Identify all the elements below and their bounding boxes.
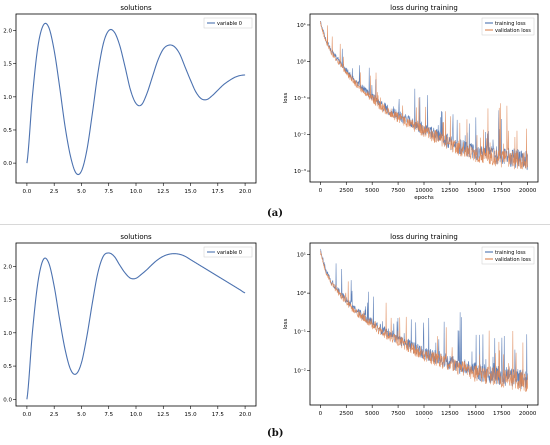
x-tick-label: 7.5 [104, 189, 113, 195]
series-line-validation-loss [320, 21, 528, 170]
y-tick-label: 1.0 [3, 95, 12, 101]
x-tick-label: 10.0 [130, 412, 143, 418]
y-tick-label: 0.0 [3, 161, 12, 167]
x-tick-label: 5.0 [77, 189, 86, 195]
x-tick-label: 12500 [441, 188, 459, 194]
y-axis-label: loss [283, 319, 289, 330]
legend-label-training-loss: training loss [495, 250, 526, 256]
plot-frame [15, 242, 257, 407]
y-tick-label: 10⁻³ [294, 168, 306, 175]
x-tick-label: 7500 [391, 188, 405, 194]
x-tick-label: 17500 [493, 188, 511, 194]
y-tick-label: 1.5 [3, 298, 12, 304]
y-tick-label: 10⁻² [294, 367, 306, 374]
x-tick-label: 20.0 [239, 412, 252, 418]
chart-title: solutions [120, 4, 152, 12]
y-tick-label: 10⁰ [297, 58, 307, 65]
plot-series-group [320, 248, 528, 392]
chart-b-solutions: solutions 0.0 2.5 5.0 7.5 10.0 12.5 15.0 17.5 20.… [0, 229, 262, 419]
chart-b-solutions-svg: solutions 0.0 2.5 5.0 7.5 10.0 12.5 15.0 17.5 20.… [3, 233, 257, 418]
x-tick-label: 0 [319, 411, 323, 417]
series-line-training-loss [320, 20, 528, 171]
legend-box [481, 246, 535, 265]
y-tick-label: 0.0 [3, 397, 12, 403]
series-line-variable-0 [26, 22, 246, 176]
x-tick-label: 2500 [339, 188, 353, 194]
chart-b-loss: loss during training 0 2500 5000 7500 10000 12… [276, 229, 546, 419]
x-tick-label: 17500 [493, 411, 511, 417]
x-tick-label: 7.5 [104, 412, 113, 418]
x-tick-label: 10.0 [130, 189, 143, 195]
legend-label-variable-0: variable 0 [217, 21, 242, 27]
x-tick-label: 5.0 [77, 412, 86, 418]
series-line-training-loss [320, 248, 528, 390]
y-tick-label: 0.5 [3, 128, 12, 134]
y-tick-label: 2.0 [3, 29, 12, 35]
y-tick-label: 2.0 [3, 264, 12, 270]
chart-a-loss-svg: loss during training 0 2500 5000 7500 10000 12… [283, 4, 539, 200]
chart-title: loss during training [390, 4, 458, 12]
y-tick-label: 10¹ [297, 22, 306, 29]
x-tick-label: 12.5 [157, 189, 170, 195]
plot-series-group [26, 22, 246, 176]
chart-b-loss-svg: loss during training 0 2500 5000 7500 10000 12… [283, 233, 539, 419]
x-tick-label: 5000 [365, 411, 379, 417]
x-tick-label: 0.0 [23, 189, 32, 195]
x-tick-label: 20000 [519, 188, 537, 194]
chart-title: loss during training [390, 233, 458, 241]
x-tick-label: 2.5 [50, 412, 59, 418]
legend-box [203, 246, 253, 258]
y-tick-label: 10⁻² [294, 132, 306, 139]
y-tick-label: 1.0 [3, 331, 12, 337]
chart-a-loss: loss during training 0 2500 5000 7500 10000 12… [276, 0, 546, 200]
legend-box [481, 17, 535, 36]
x-tick-label: 0 [319, 188, 323, 194]
subfigure-label-a: (a) [267, 208, 283, 219]
x-tick-label: 12500 [441, 411, 459, 417]
subfigure-divider [0, 224, 550, 225]
chart-a-solutions: solutions 0.0 2.5 5.0 7.5 10.0 12.5 15.0 17.5 20.… [0, 0, 262, 200]
chart-a-solutions-svg: solutions 0.0 2.5 5.0 7.5 10.0 12.5 15.0 17.5 20.… [3, 4, 257, 195]
x-tick-label: 15000 [467, 188, 485, 194]
legend-label-variable-0: variable 0 [217, 250, 242, 256]
x-tick-label: 10000 [415, 188, 433, 194]
x-tick-label: 10000 [415, 411, 433, 417]
subfigure-label-b: (b) [267, 428, 284, 439]
x-tick-label: 5000 [365, 188, 379, 194]
legend-label-validation-loss: validation loss [495, 257, 531, 263]
x-tick-label: 0.0 [23, 412, 32, 418]
x-tick-label: 2500 [339, 411, 353, 417]
x-tick-label: 17.5 [212, 412, 225, 418]
chart-title: solutions [120, 233, 152, 241]
y-tick-label: 1.5 [3, 62, 12, 68]
legend-label-validation-loss: validation loss [495, 28, 531, 34]
x-axis-label: epochs [414, 418, 434, 419]
x-tick-label: 17.5 [212, 189, 225, 195]
x-axis-label: epochs [414, 195, 434, 200]
plot-series-group [320, 20, 528, 171]
x-tick-label: 12.5 [157, 412, 170, 418]
y-tick-label: 10¹ [297, 252, 306, 259]
x-tick-label: 15000 [467, 411, 485, 417]
y-tick-label: 0.5 [3, 364, 12, 370]
legend-box [203, 17, 253, 29]
x-tick-label: 2.5 [50, 189, 59, 195]
y-tick-label: 10⁰ [297, 290, 307, 297]
x-tick-label: 20000 [519, 411, 537, 417]
legend-label-training-loss: training loss [495, 21, 526, 27]
y-tick-label: 10⁻¹ [294, 329, 306, 336]
series-line-validation-loss [320, 250, 528, 392]
x-tick-label: 15.0 [184, 412, 197, 418]
x-tick-label: 7500 [391, 411, 405, 417]
y-tick-label: 10⁻¹ [294, 95, 306, 102]
x-tick-label: 15.0 [184, 189, 197, 195]
y-axis-label: loss [283, 93, 289, 104]
x-tick-label: 20.0 [239, 189, 252, 195]
series-line-variable-0 [26, 252, 246, 400]
plot-series-group [26, 252, 246, 400]
